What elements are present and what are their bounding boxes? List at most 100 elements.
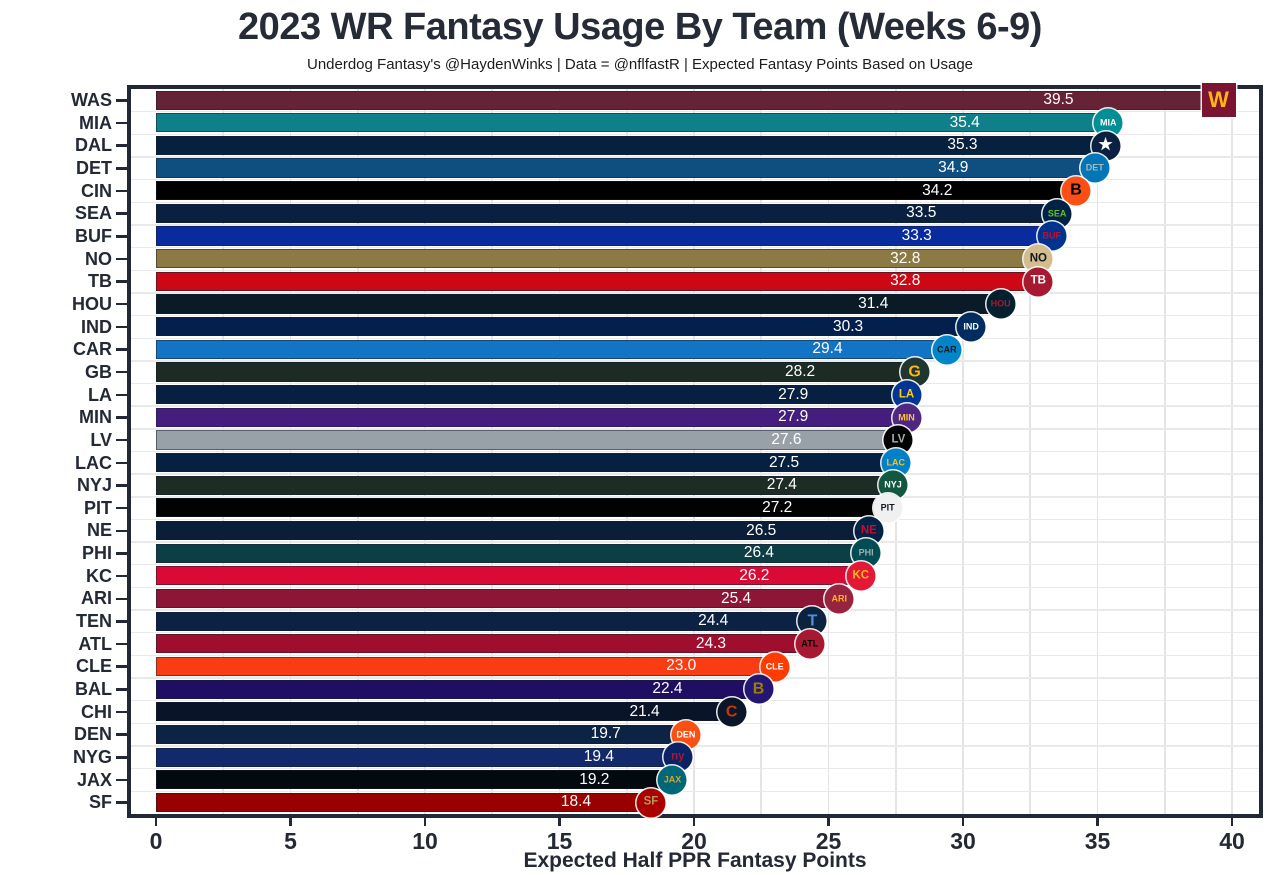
y-tick [116,99,127,102]
y-axis-label-lv: LV [90,429,112,450]
team-bar-dal: 35.3 [156,135,1106,155]
x-tick [289,818,292,826]
y-tick [116,461,127,465]
ari-team-logo-icon: ARI [824,584,854,614]
bar-row-buf: 33.3 BUF [131,221,1259,251]
bal-team-logo-icon: B [744,674,774,704]
y-tick [116,484,127,487]
x-axis-title: Expected Half PPR Fantasy Points [523,849,867,872]
bar-row-sea: 33.5 SEA [131,199,1259,229]
bar-row-det: 34.9 DET [131,153,1259,183]
team-bar-nyj: 27.4 [156,475,894,495]
gridline-horizontal [131,224,1259,226]
y-tick [116,642,127,646]
y-axis-label-tb: TB [88,271,112,292]
gridline-horizontal [131,541,1259,543]
kc-team-logo-icon: KC [846,561,876,591]
gridline-horizontal [131,745,1259,747]
sf-team-logo-icon: SF [636,788,666,818]
bar-row-atl: 24.3 ATL [131,629,1259,659]
gridline-horizontal [131,654,1259,657]
bar-row-chi: 21.4 C [131,697,1259,727]
bar-value-label: 35.4 [949,113,980,131]
team-bar-kc: 26.2 [156,566,861,586]
team-bar-ten: 24.4 [156,611,813,631]
bar-value-label: 19.7 [590,725,621,743]
gridline-horizontal [131,428,1259,430]
y-tick [116,370,127,374]
gridline-horizontal [131,201,1259,203]
bar-row-ne: 26.5 NE [131,516,1259,546]
gridline-horizontal [131,133,1259,135]
y-tick [116,665,127,668]
gridline-horizontal [131,382,1259,385]
gridline-horizontal [131,700,1259,702]
bar-row-lv: 27.6 LV [131,425,1259,455]
bar-value-label: 27.9 [778,408,809,426]
y-tick [116,552,127,555]
y-axis-label-lac: LAC [75,452,112,473]
team-bar-atl: 24.3 [156,634,810,654]
team-bar-det: 34.9 [156,158,1095,178]
bar-row-hou: 31.4 HOU [131,289,1259,319]
x-tick [827,818,830,826]
gridline-horizontal [131,767,1259,770]
y-tick [116,302,127,306]
x-tick-label-25: 25 [815,828,842,854]
y-axis-label-kc: KC [86,565,112,586]
team-bar-chi: 21.4 [156,702,732,722]
gridline-horizontal [131,269,1259,271]
bar-value-label: 35.3 [947,136,978,154]
y-tick [116,121,127,125]
y-axis-label-no: NO [85,248,112,269]
team-bar-ne: 26.5 [156,520,869,541]
y-tick [116,393,127,397]
y-tick [116,167,127,170]
y-tick [116,325,127,329]
gridline-horizontal [131,246,1259,249]
bar-value-label: 39.5 [1043,91,1074,109]
team-bar-mia: 35.4 [156,113,1109,133]
gridline-horizontal [131,632,1259,634]
x-tick-label-15: 15 [546,828,573,854]
gridline-horizontal [131,677,1259,679]
y-axis-label-ne: NE [86,520,112,541]
bar-row-pit: 27.2 PIT [131,493,1259,523]
bar-row-bal: 22.4 B [131,674,1259,704]
team-bar-cin: 34.2 [156,181,1076,201]
x-tick-label-5: 5 [284,828,297,854]
team-bar-la: 27.9 [156,385,907,405]
y-tick [116,688,127,691]
gridline-horizontal [131,110,1259,113]
chart-title: 2023 WR Fantasy Usage By Team (Weeks 6-9… [238,6,1042,48]
atl-team-logo-icon: ATL [795,629,825,659]
bar-row-la: 27.9 LA [131,380,1259,410]
bar-row-ten: 24.4 T [131,606,1259,636]
team-bar-den: 19.7 [156,724,686,745]
bar-value-label: 19.4 [583,748,614,766]
y-tick [116,212,127,215]
gridline-horizontal [131,564,1259,566]
team-bar-sf: 18.4 [156,792,651,812]
gridline-horizontal [131,586,1259,589]
bar-row-ari: 25.4 ARI [131,584,1259,614]
team-bar-ind: 30.3 [156,317,972,337]
team-bar-ari: 25.4 [156,588,840,609]
bar-value-label: 27.4 [766,476,797,494]
y-tick [116,257,127,261]
gridline-horizontal [131,496,1259,498]
bar-value-label: 31.4 [858,294,889,312]
y-tick [116,189,127,193]
bar-value-label: 33.3 [901,227,932,245]
car-team-logo-icon: CAR [932,335,962,365]
x-axis: 0 5 10 15 20 25 30 35 40 [131,818,1259,875]
bar-row-nyg: 19.4 ny [131,742,1259,772]
gridline-horizontal [131,405,1259,407]
bar-row-no: 32.8 NO [131,244,1259,274]
team-bar-gb: 28.2 [156,362,915,382]
bar-value-label: 30.3 [833,317,864,335]
gridline-horizontal [131,314,1259,317]
gridline-horizontal [131,337,1259,339]
team-bar-phi: 26.4 [156,543,867,563]
team-bar-hou: 31.4 [156,294,1001,314]
